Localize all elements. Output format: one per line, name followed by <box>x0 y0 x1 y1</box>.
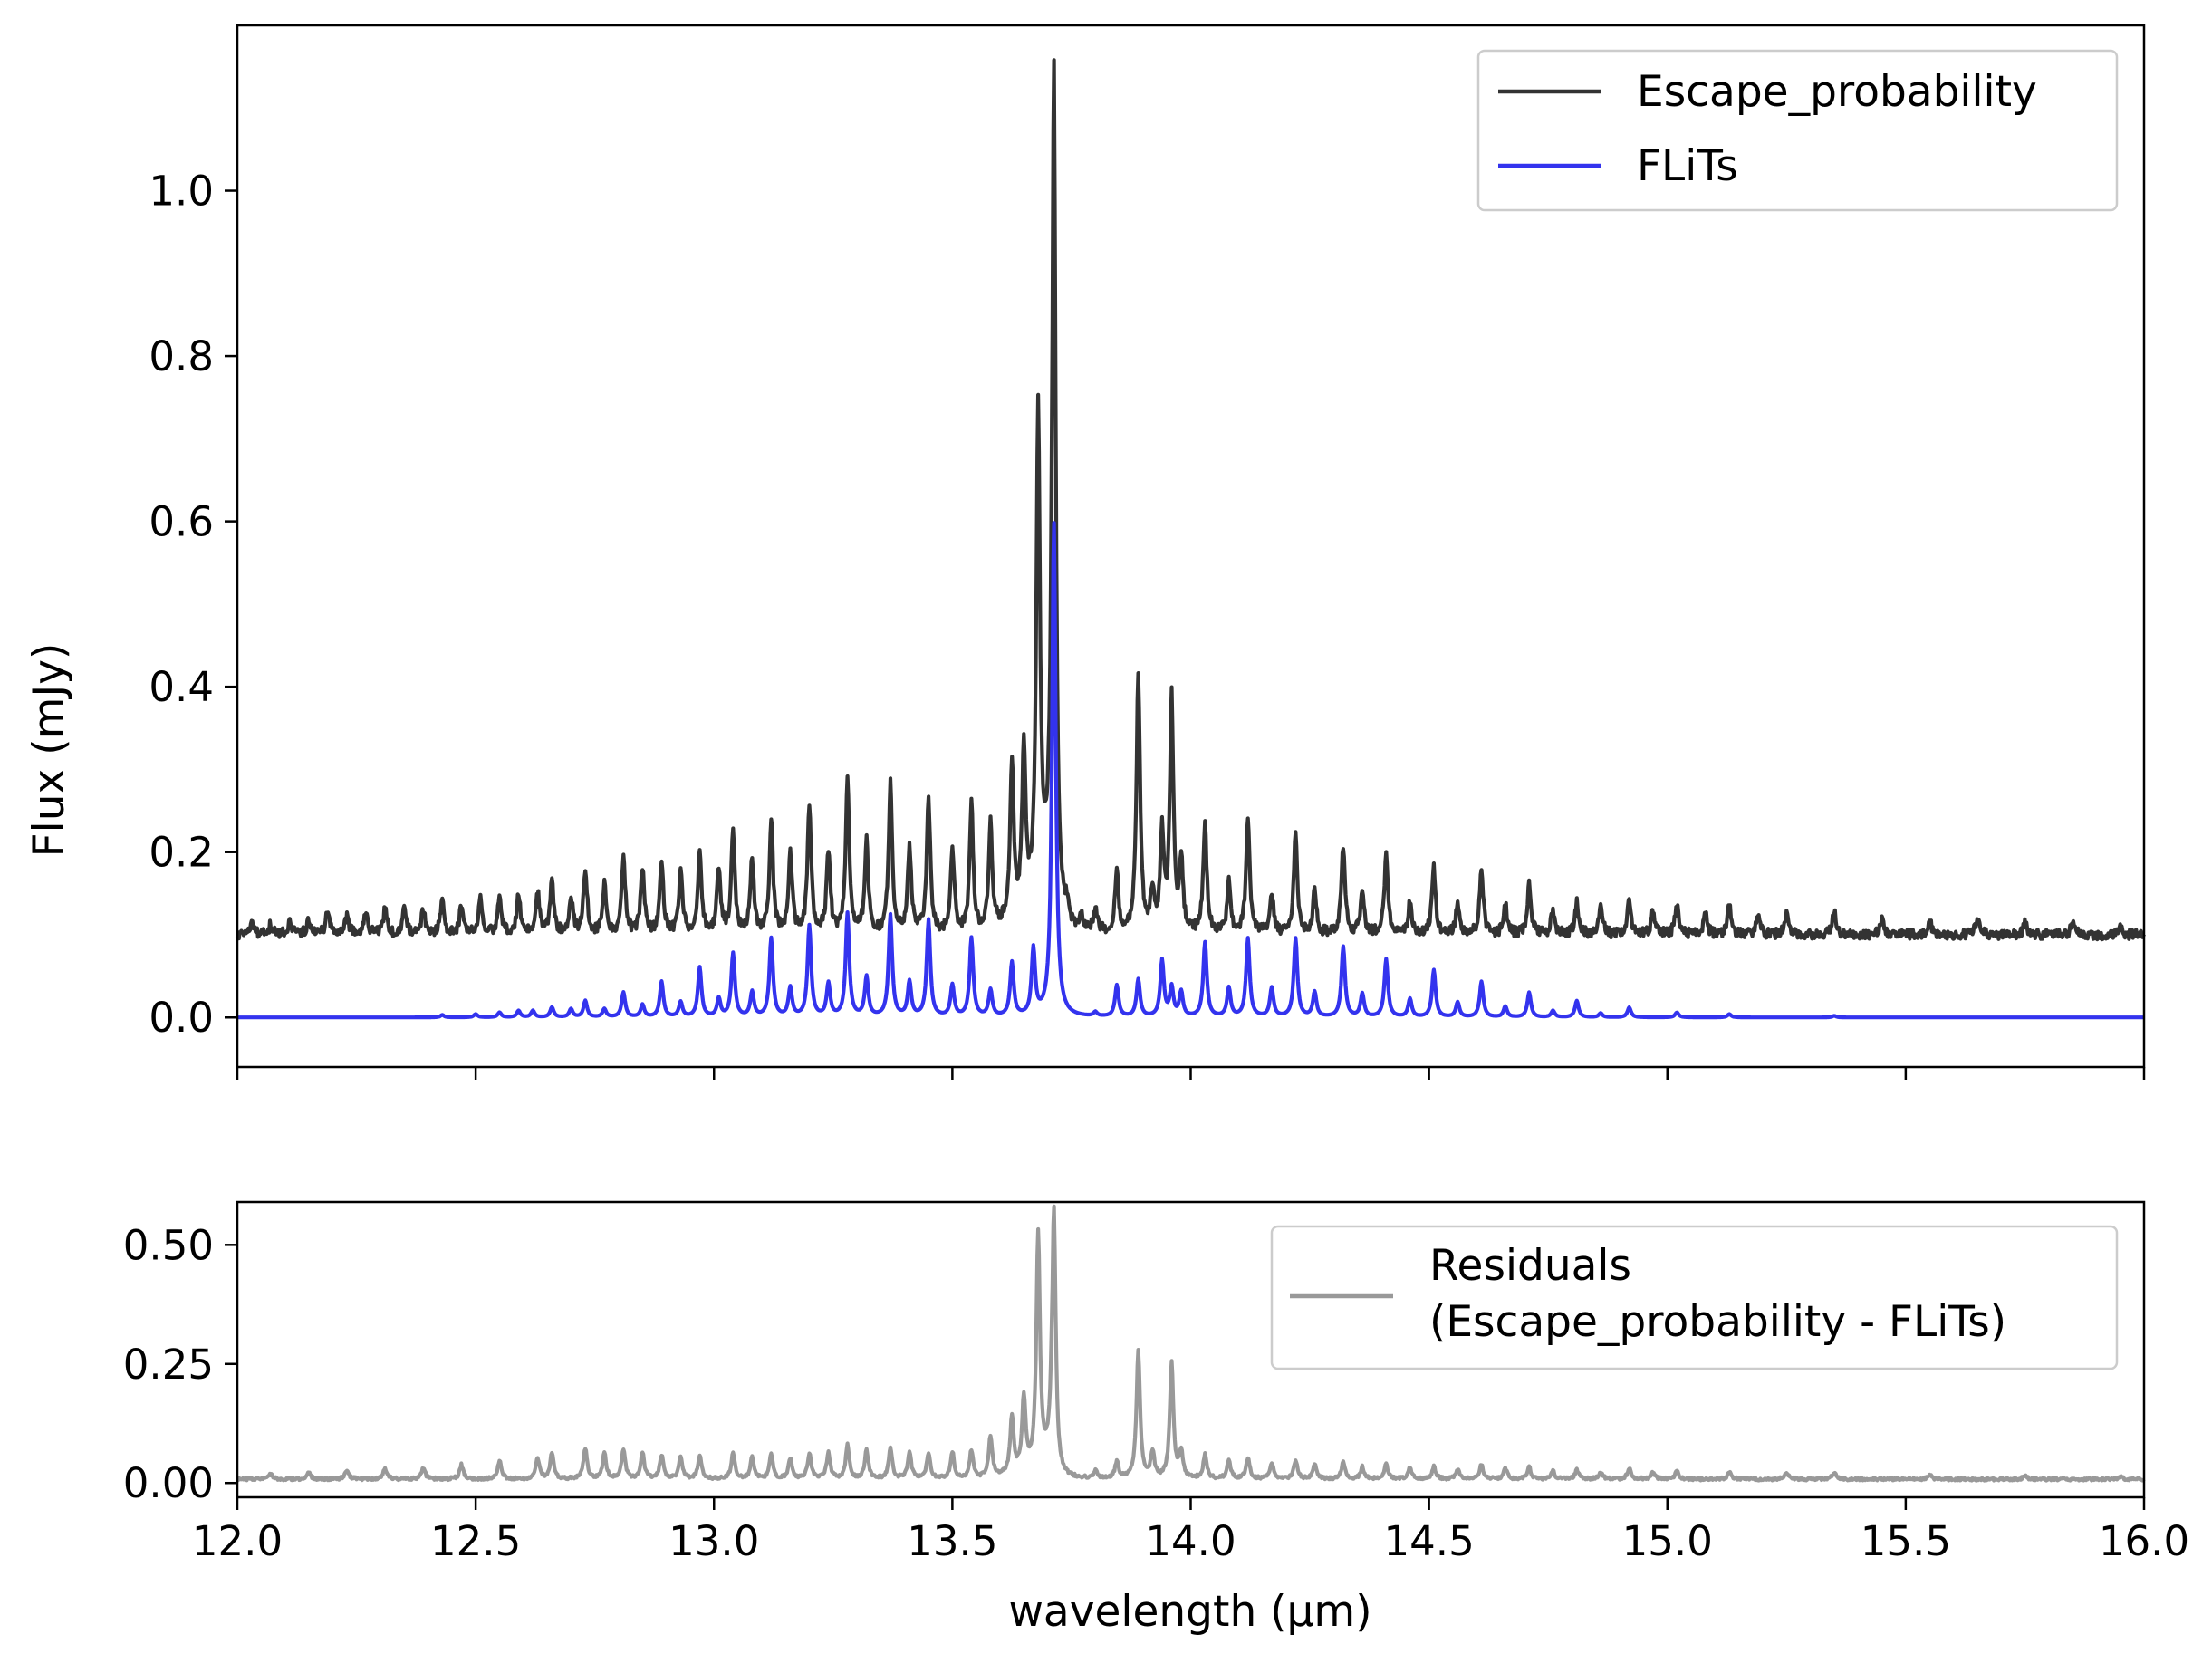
top-panel: 0.0 0.2 0.4 0.6 0.8 1.0 Flux (mJy) Escape_pro… <box>24 24 2146 1080</box>
x-tick-label: 16.0 <box>2099 1517 2189 1565</box>
top-y-tick-label: 0.6 <box>149 498 214 546</box>
series-line-escape-probability <box>235 58 2146 942</box>
top-y-tick-label: 0.2 <box>149 829 214 877</box>
top-y-tick-label: 0.0 <box>149 994 214 1042</box>
top-y-axis-label: Flux (mJy) <box>24 643 74 858</box>
legend-label-flits: FLiTs <box>1637 141 1738 191</box>
top-legend-box <box>1476 49 2119 212</box>
x-tick-label: 13.5 <box>907 1517 997 1565</box>
x-tick-label: 13.0 <box>668 1517 759 1565</box>
bottom-legend-box <box>1270 1225 2119 1370</box>
top-y-ticks: 0.0 0.2 0.4 0.6 0.8 1.0 <box>149 168 237 1042</box>
bottom-y-tick-label: 0.50 <box>123 1221 214 1269</box>
bottom-x-ticks: 12.0 12.5 13.0 13.5 14.0 14.5 15.0 15.5 16.0 <box>192 1497 2189 1565</box>
legend-label-escape-probability: Escape_probability <box>1637 67 2037 117</box>
top-legend: Escape_probability FLiTs <box>1476 49 2119 212</box>
x-tick-label: 12.5 <box>430 1517 521 1565</box>
legend-label-residuals-line2: (Escape_probability - FLiTs) <box>1429 1297 2006 1347</box>
x-tick-label: 14.0 <box>1145 1517 1236 1565</box>
bottom-y-ticks: 0.00 0.25 0.50 <box>123 1221 237 1507</box>
bottom-panel: 0.00 0.25 0.50 12.0 12.5 13.0 13.5 14.0 14.5 15.… <box>123 1200 2189 1637</box>
bottom-legend: Residuals (Escape_probability - FLiTs) <box>1270 1225 2119 1370</box>
series-line-residuals <box>236 1204 2146 1483</box>
x-axis-label: wavelength (µm) <box>1008 1587 1371 1637</box>
x-tick-label: 12.0 <box>192 1517 283 1565</box>
top-y-tick-label: 0.8 <box>149 332 214 380</box>
top-series-group <box>235 58 2146 1020</box>
x-tick-label: 14.5 <box>1384 1517 1475 1565</box>
legend-label-residuals-line1: Residuals <box>1429 1241 1631 1291</box>
bottom-y-tick-label: 0.00 <box>123 1459 214 1507</box>
top-y-tick-label: 0.4 <box>149 663 214 711</box>
x-tick-label: 15.0 <box>1622 1517 1713 1565</box>
top-y-tick-label: 1.0 <box>149 168 214 216</box>
bottom-y-tick-label: 0.25 <box>123 1341 214 1389</box>
bottom-series-group <box>236 1204 2146 1483</box>
series-line-flits <box>236 521 2146 1020</box>
top-x-ticks <box>236 1067 2146 1080</box>
x-tick-label: 15.5 <box>1861 1517 1951 1565</box>
